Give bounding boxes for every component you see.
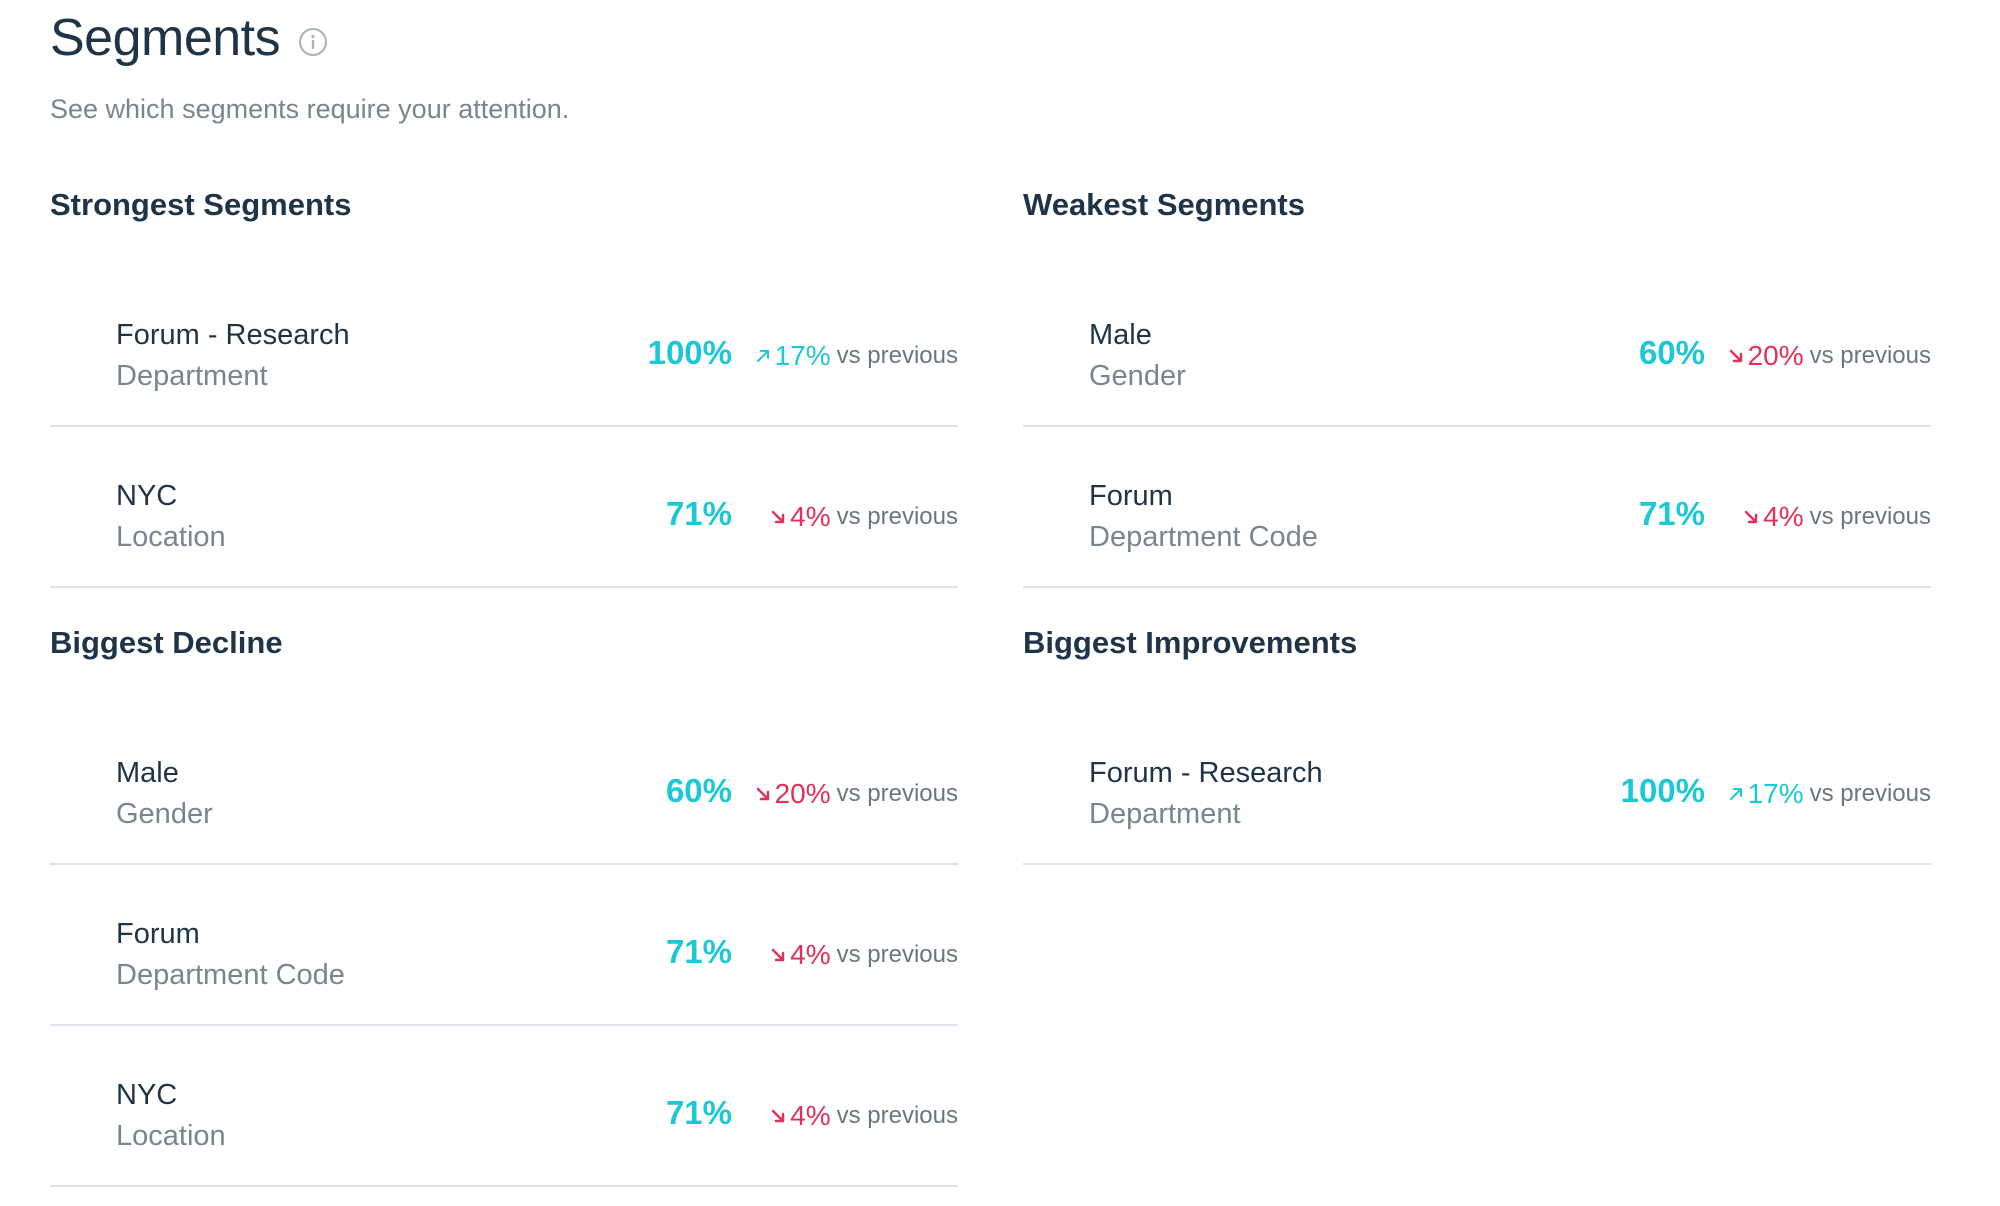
segment-name: Male <box>116 757 179 789</box>
segment-row[interactable]: Forum - Research Department 100% 17% vs … <box>50 266 958 427</box>
arrow-down-right-icon <box>769 946 787 964</box>
change-indicator: 20% vs previous <box>754 774 958 814</box>
segment-row[interactable]: Forum Department Code 71% 4% vs previous <box>1023 427 1931 588</box>
delta-value: 20% <box>774 778 831 809</box>
segment-name: Forum <box>1089 480 1173 512</box>
segment-name: Forum - Research <box>1089 757 1323 789</box>
vs-previous-label: vs previous <box>836 780 958 807</box>
change-indicator: 4% vs previous <box>1742 497 1931 537</box>
segment-row[interactable]: NYC Location 71% 4% vs previous <box>50 1026 958 1187</box>
vs-previous-label: vs previous <box>1809 780 1931 807</box>
vs-previous-label: vs previous <box>836 503 958 530</box>
page-header: Segments <box>50 6 328 70</box>
change-indicator: 20% vs previous <box>1727 336 1931 376</box>
page-title: Segments <box>50 9 281 67</box>
vs-previous-label: vs previous <box>836 342 958 369</box>
vs-previous-label: vs previous <box>836 941 958 968</box>
segment-category: Department Code <box>116 959 345 991</box>
section-title: Weakest Segments <box>1023 187 1305 222</box>
segment-score: 100% <box>1620 772 1705 809</box>
segment-name: Male <box>1089 319 1152 351</box>
segment-name: Forum - Research <box>116 319 350 351</box>
arrow-down-right-icon <box>1742 508 1760 526</box>
segment-score: 100% <box>647 334 732 371</box>
change-indicator: 4% vs previous <box>769 935 958 975</box>
section-title: Strongest Segments <box>50 187 352 222</box>
change-indicator: 4% vs previous <box>769 497 958 537</box>
biggest-decline-section: Biggest Decline Male Gender 60% 20% vs p… <box>50 618 958 1187</box>
weakest-segments-section: Weakest Segments Male Gender 60% 20% vs … <box>1023 180 1931 588</box>
segment-category: Department Code <box>1089 521 1318 553</box>
delta-value: 4% <box>1763 501 1804 532</box>
segment-score: 60% <box>1638 334 1705 371</box>
section-title: Biggest Decline <box>50 625 283 660</box>
segment-score: 60% <box>665 772 732 809</box>
arrow-down-right-icon <box>1727 347 1745 365</box>
segment-score: 71% <box>665 933 732 970</box>
page-subtitle: See which segments require your attentio… <box>50 94 570 124</box>
info-icon[interactable] <box>298 27 328 57</box>
section-title: Biggest Improvements <box>1023 625 1358 660</box>
arrow-down-right-icon <box>754 785 772 803</box>
change-indicator: 17% vs previous <box>754 336 958 376</box>
strongest-segments-section: Strongest Segments Forum - Research Depa… <box>50 180 958 588</box>
delta-value: 17% <box>774 340 831 371</box>
delta-value: 4% <box>790 939 831 970</box>
arrow-up-right-icon <box>754 347 772 365</box>
segment-row[interactable]: Forum Department Code 71% 4% vs previous <box>50 865 958 1026</box>
segment-category: Gender <box>1089 360 1186 392</box>
segment-score: 71% <box>1638 495 1705 532</box>
segment-score: 71% <box>665 495 732 532</box>
delta-value: 20% <box>1747 340 1804 371</box>
segment-name: NYC <box>116 1079 178 1111</box>
biggest-improvements-section: Biggest Improvements Forum - Research De… <box>1023 618 1931 865</box>
segment-category: Location <box>116 521 226 553</box>
segment-score: 71% <box>665 1094 732 1131</box>
segment-category: Department <box>1089 798 1241 830</box>
delta-value: 4% <box>790 501 831 532</box>
segment-row[interactable]: NYC Location 71% 4% vs previous <box>50 427 958 588</box>
segment-category: Department <box>116 360 268 392</box>
segment-name: NYC <box>116 480 178 512</box>
segment-row[interactable]: Male Gender 60% 20% vs previous <box>50 704 958 865</box>
segment-name: Forum <box>116 918 200 950</box>
change-indicator: 17% vs previous <box>1727 774 1931 814</box>
segment-row[interactable]: Forum - Research Department 100% 17% vs … <box>1023 704 1931 865</box>
vs-previous-label: vs previous <box>1809 342 1931 369</box>
segment-category: Location <box>116 1120 226 1152</box>
change-indicator: 4% vs previous <box>769 1096 958 1136</box>
arrow-up-right-icon <box>1727 785 1745 803</box>
segment-row[interactable]: Male Gender 60% 20% vs previous <box>1023 266 1931 427</box>
arrow-down-right-icon <box>769 1107 787 1125</box>
segment-category: Gender <box>116 798 213 830</box>
arrow-down-right-icon <box>769 508 787 526</box>
vs-previous-label: vs previous <box>836 1102 958 1129</box>
vs-previous-label: vs previous <box>1809 503 1931 530</box>
delta-value: 17% <box>1747 778 1804 809</box>
delta-value: 4% <box>790 1100 831 1131</box>
